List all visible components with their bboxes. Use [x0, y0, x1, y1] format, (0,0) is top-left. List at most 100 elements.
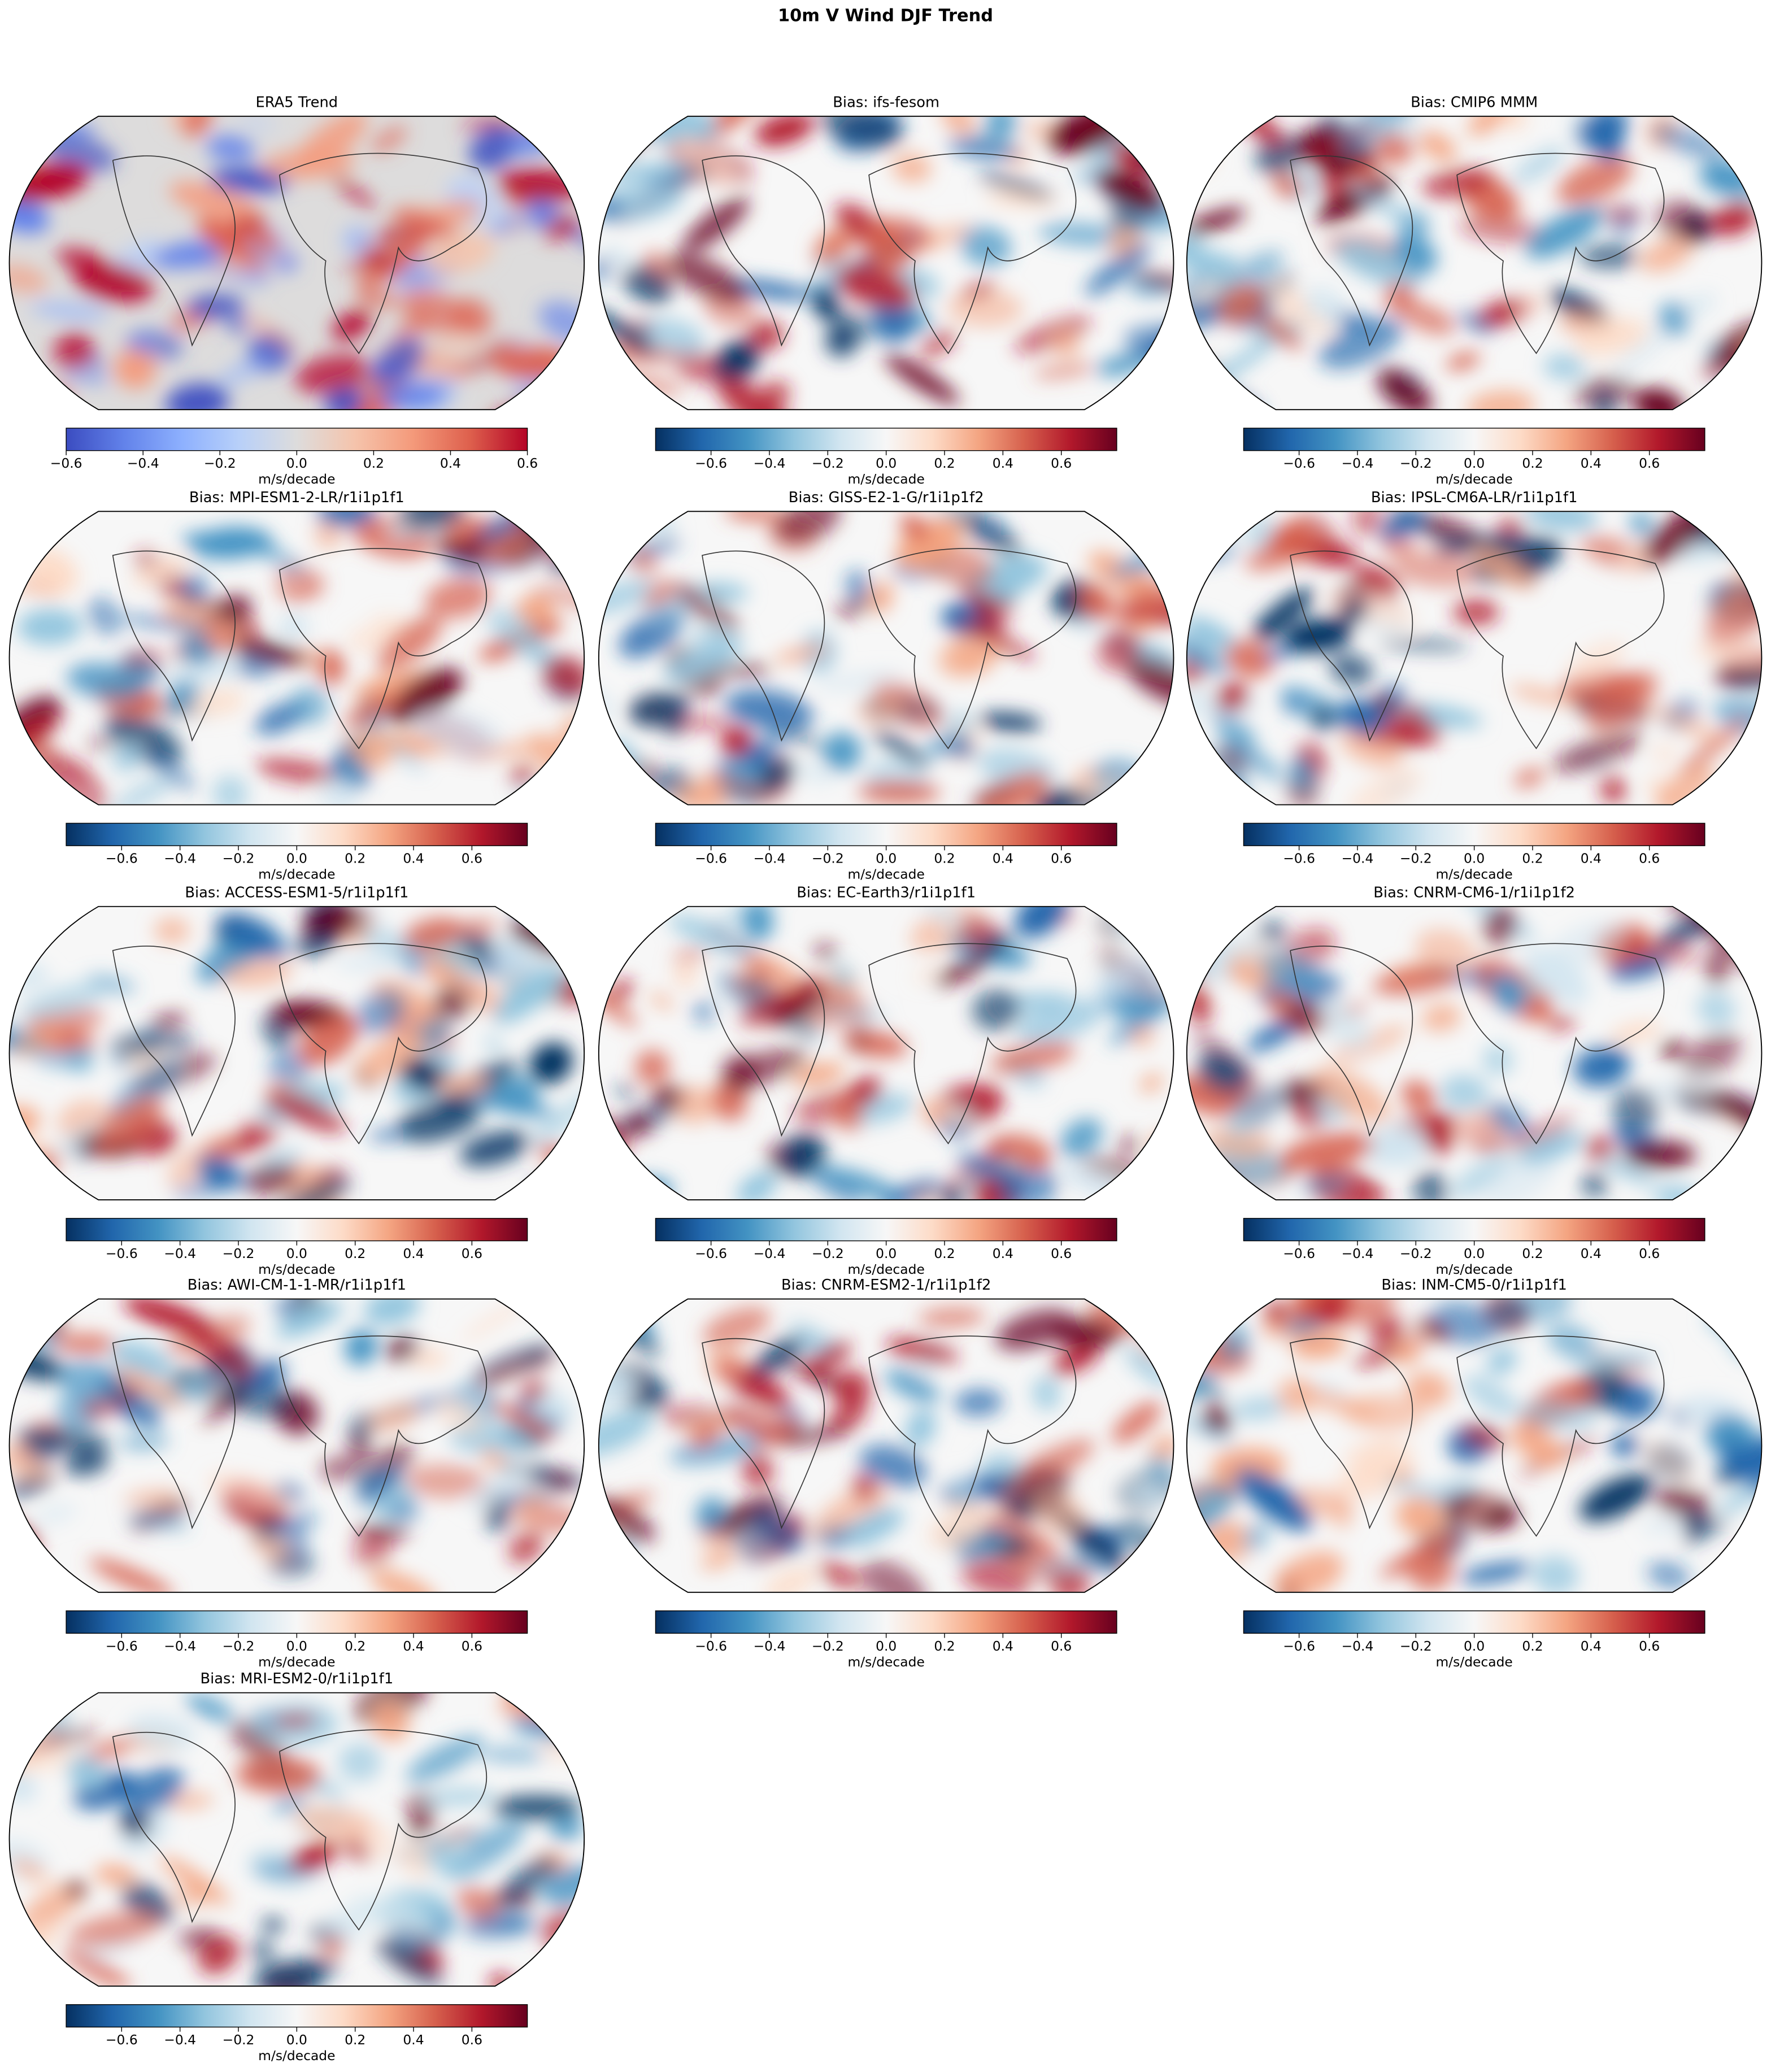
- map-blob: [737, 1171, 777, 1200]
- panel: Bias: IPSL-CM6A-LR/r1i1p1f1 −0.6 −0.4 −0.2 0…: [1186, 489, 1763, 882]
- colorbar-tick-label: 0.0: [876, 1246, 897, 1261]
- map-blob: [1463, 1375, 1519, 1417]
- map-blob: [1032, 1376, 1060, 1411]
- map-blob: [1406, 1372, 1451, 1407]
- map-blob: [1268, 518, 1311, 555]
- map-blob: [1653, 741, 1677, 767]
- map-blob: [981, 932, 1011, 956]
- map-blob: [1495, 517, 1525, 534]
- map-blob: [1079, 584, 1111, 620]
- continents: [1290, 548, 1665, 750]
- colorbar-tick-label: −0.6: [106, 1638, 138, 1654]
- map-blob: [114, 742, 142, 772]
- map-blob: [1290, 757, 1313, 789]
- map-field: [9, 511, 585, 805]
- map-blob: [467, 1464, 528, 1509]
- map-blob: [1548, 1016, 1576, 1031]
- map-blob: [918, 1307, 986, 1328]
- colorbar-label: m/s/decade: [848, 1654, 925, 1670]
- map-blob: [432, 540, 485, 559]
- colorbar: [1243, 428, 1705, 451]
- map-blob: [119, 1434, 170, 1450]
- map-blob: [1328, 589, 1416, 626]
- map-blob: [364, 1299, 420, 1326]
- map-blob: [1658, 302, 1689, 337]
- map-blob: [353, 1029, 424, 1085]
- map-blob: [1629, 511, 1653, 537]
- map-blob: [154, 917, 190, 944]
- map-blob: [236, 1757, 321, 1794]
- map-blob: [614, 1083, 637, 1099]
- map-blob: [149, 1013, 187, 1028]
- map-blob: [367, 1403, 420, 1432]
- map-blob: [884, 354, 960, 405]
- map-blob: [456, 1886, 499, 1920]
- colorbar-tick-label: 0.2: [363, 455, 384, 471]
- colorbar-tick-label: −0.2: [223, 2032, 255, 2048]
- map-blob: [127, 1714, 195, 1751]
- map-blob: [498, 1856, 556, 1904]
- map-blob: [1594, 123, 1624, 162]
- map-blob: [941, 1187, 964, 1200]
- map-blob: [409, 1818, 429, 1838]
- panel-title: Bias: AWI-CM-1-1-MR/r1i1p1f1: [188, 1277, 406, 1294]
- map-blob: [627, 1114, 651, 1135]
- map-outline: [1186, 1298, 1763, 1593]
- map-blob: [673, 583, 739, 633]
- map-blob: [980, 520, 1006, 533]
- map-outline: [8, 511, 585, 806]
- colorbar-label: m/s/decade: [258, 867, 335, 882]
- map-blob: [1525, 206, 1603, 259]
- map-blob: [1397, 301, 1455, 335]
- map-blob: [237, 116, 277, 132]
- map-blob: [1552, 732, 1642, 773]
- map-blob: [1350, 158, 1378, 185]
- colorbar-tick-label: 0.0: [286, 1638, 307, 1654]
- map-blob: [19, 982, 108, 1021]
- colorbar-tick-label: 0.2: [934, 1246, 955, 1261]
- map-blob: [1647, 1561, 1690, 1589]
- map-blob: [112, 773, 177, 805]
- colorbar-label: m/s/decade: [258, 1654, 335, 1670]
- map-blob: [880, 1180, 942, 1200]
- colorbar: [66, 1218, 528, 1242]
- map-blob: [1284, 618, 1353, 653]
- map-blob: [33, 1503, 77, 1525]
- map-blob: [373, 337, 424, 382]
- map-blob: [119, 615, 211, 631]
- colorbar-tick-label: 0.6: [1051, 851, 1072, 867]
- map-blob: [1633, 388, 1685, 410]
- map-blob: [673, 1086, 716, 1124]
- map-blob: [529, 1042, 573, 1084]
- map-blob: [1652, 124, 1728, 160]
- map-blob: [1640, 238, 1692, 272]
- panel-title: Bias: GISS-E2-1-G/r1i1p1f2: [789, 489, 984, 506]
- map-blob: [1140, 1074, 1163, 1092]
- map-blob: [1339, 699, 1384, 735]
- map-blob: [1543, 354, 1585, 380]
- map-blobs: [9, 1299, 585, 1592]
- colorbar: [655, 428, 1117, 451]
- map-blob: [425, 232, 494, 275]
- map-blob: [18, 608, 82, 645]
- panel: Bias: CNRM-CM6-1/r1i1p1f2 −0.6 −0.4 −0.2 0.0…: [1186, 884, 1763, 1277]
- map-blob: [1096, 168, 1165, 212]
- map-blob: [375, 1938, 444, 1986]
- map-blob: [934, 956, 989, 986]
- map-blob: [819, 116, 903, 148]
- map-blob: [543, 656, 585, 694]
- map-blob: [635, 1050, 670, 1085]
- map-blob: [663, 637, 743, 682]
- colorbar-tick-label: 0.0: [1464, 455, 1485, 471]
- map-blob: [858, 781, 941, 803]
- colorbar-tick-label: 0.2: [345, 2032, 365, 2048]
- map-blob: [1032, 1556, 1106, 1573]
- map-blob: [1131, 1025, 1154, 1047]
- map-blob: [229, 638, 309, 665]
- map-blob: [690, 1426, 720, 1448]
- map-blob: [1329, 653, 1373, 686]
- colorbar-tick-label: −0.4: [164, 2032, 196, 2048]
- colorbar-tick-label: −0.2: [223, 1246, 255, 1261]
- map-blob: [151, 240, 231, 269]
